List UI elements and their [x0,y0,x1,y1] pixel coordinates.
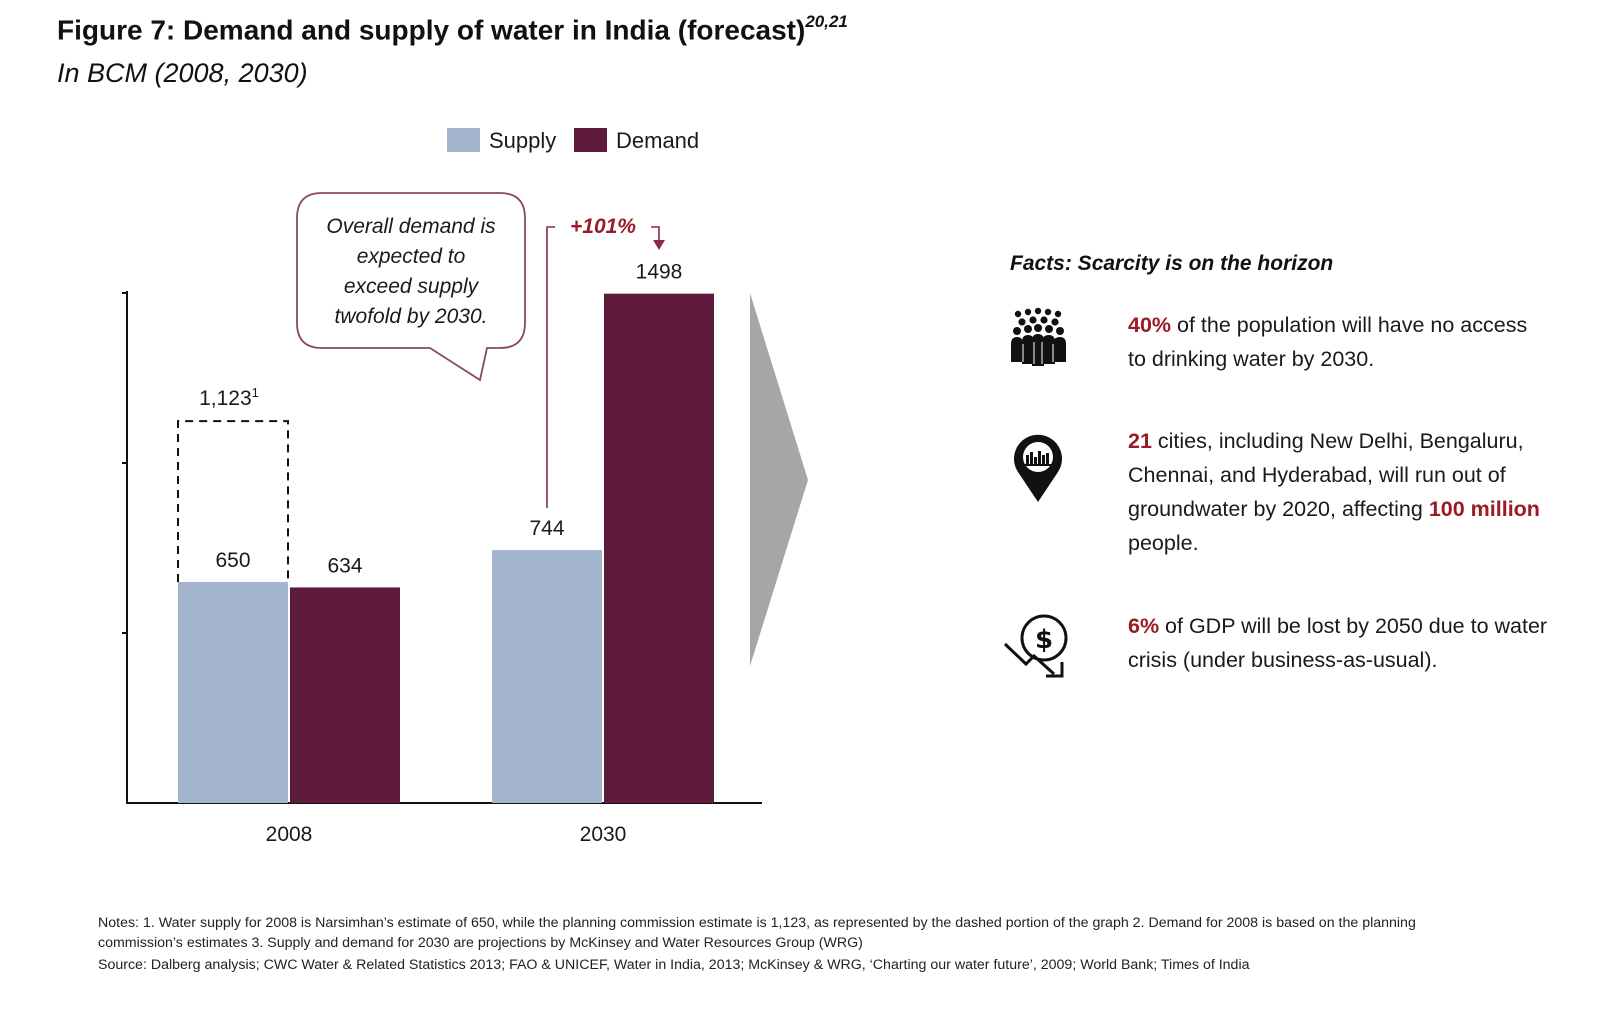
data-label: 1498 [636,261,683,284]
legend-label-supply: Supply [489,128,556,153]
growth-arrowhead [653,240,665,250]
chevron-arrow-icon [750,293,808,666]
growth-connector [546,226,555,509]
fact-text: of the population will have no access to… [1128,313,1528,371]
growth-connector-end [651,226,660,241]
fact-highlight: 40% [1128,313,1172,337]
callout-text: Overall demand is [326,215,496,238]
population-icon [1011,307,1066,366]
figure-title: Figure 7: Demand and supply of water in … [57,12,848,46]
dashed-estimate-outline [177,420,289,582]
money-loss-icon: $ [1003,614,1068,678]
fact-text: of GDP will be lost by 2050 due to water… [1128,614,1548,672]
bar-supply-2008 [178,582,288,803]
bar-demand-2008 [290,587,400,803]
footnote-marker: 1 [252,385,259,400]
chart-source: Source: Dalberg analysis; CWC Water & Re… [98,957,1250,973]
legend-swatch-supply [447,128,480,152]
bar-demand-2030 [604,293,714,803]
bar-supply-2030 [492,550,602,803]
title-references: 20,21 [805,12,848,31]
fact-highlight: 6% [1128,614,1160,638]
city-map-pin-icon [1014,434,1062,502]
fact-text: cities, including New Delhi, Bengaluru, … [1128,429,1524,521]
facts-title: Facts: Scarcity is on the horizon [1010,252,1334,275]
svg-text:$: $ [1035,625,1053,655]
alternate-estimate-label: 1,1231 [199,385,259,410]
figure-subtitle: In BCM (2008, 2030) [57,58,308,88]
callout-text: twofold by 2030. [335,305,488,328]
growth-label: +101% [570,215,636,238]
callout-bubble [296,192,526,382]
legend-swatch-demand [574,128,607,152]
fact-item: 6% of GDP will be lost by 2050 due to wa… [1128,609,1548,677]
legend-label-demand: Demand [616,128,699,153]
fact-highlight: 21 [1128,429,1152,453]
data-label: 744 [529,517,564,540]
x-tick-label: 2008 [266,823,313,846]
data-label: 650 [215,549,250,572]
callout-text: expected to [357,245,466,268]
fact-highlight-secondary: 100 million [1428,497,1540,521]
callout-text: exceed supply [344,275,480,298]
fact-item: 40% of the population will have no acces… [1128,308,1548,376]
fact-text-end: people. [1128,531,1199,555]
chart-notes: Notes: 1. Water supply for 2008 is Narsi… [98,915,1416,951]
fact-item: 21 cities, including New Delhi, Bengalur… [1128,424,1548,560]
data-label: 634 [327,554,362,577]
x-tick-label: 2030 [580,823,627,846]
